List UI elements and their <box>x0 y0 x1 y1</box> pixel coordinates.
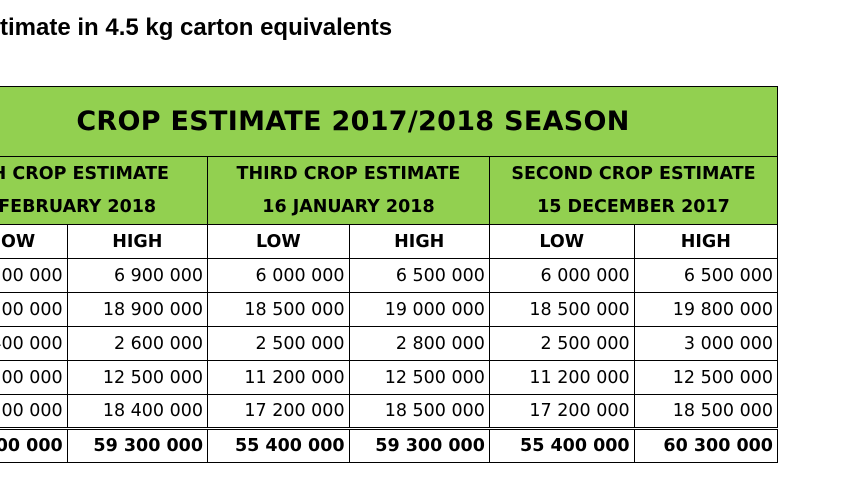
group-header-date: 5 FEBRUARY 2018 <box>0 196 157 217</box>
table-cell: 17 200 000 <box>488 394 635 429</box>
table-cell: 200 000 <box>0 394 68 429</box>
crop-estimate-table: CROP ESTIMATE 2017/2018 SEASON RTH CROP … <box>0 86 779 463</box>
table-cell: 200 000 <box>0 360 68 395</box>
table-cell: 400 000 <box>0 326 68 361</box>
total-cell: 60 300 000 <box>633 427 779 463</box>
table-cell: 18 900 000 <box>66 292 209 327</box>
total-cell: 59 300 000 <box>66 427 209 463</box>
table-row: 700 000 18 900 000 18 500 000 19 000 000… <box>0 292 779 327</box>
table-row: 400 000 2 600 000 2 500 000 2 800 000 2 … <box>0 326 779 361</box>
group-header-second: SECOND CROP ESTIMATE 15 DECEMBER 2017 <box>488 156 779 225</box>
total-cell: 55 400 000 <box>488 427 635 463</box>
table-cell: 18 500 000 <box>488 292 635 327</box>
group-header-third: THIRD CROP ESTIMATE 16 JANUARY 2018 <box>207 156 490 225</box>
group-header-date: 16 JANUARY 2018 <box>262 196 435 217</box>
table-cell: 2 800 000 <box>348 326 490 361</box>
table-cell: 17 200 000 <box>207 394 350 429</box>
total-cell: 59 300 000 <box>348 427 490 463</box>
table-cell: 18 500 000 <box>207 292 350 327</box>
group-header-date: 15 DECEMBER 2017 <box>537 196 730 217</box>
table-cell: 11 200 000 <box>207 360 350 395</box>
table-cell: 6 000 000 <box>207 258 350 293</box>
table-cell: 6 500 000 <box>348 258 490 293</box>
table-row: 200 000 18 400 000 17 200 000 18 500 000… <box>0 394 779 429</box>
table-title: CROP ESTIMATE 2017/2018 SEASON <box>0 86 778 157</box>
total-row: 200 000 59 300 000 55 400 000 59 300 000… <box>0 427 779 463</box>
table-cell: 2 500 000 <box>488 326 635 361</box>
table-cell: 700 000 <box>0 292 68 327</box>
table-row: 200 000 12 500 000 11 200 000 12 500 000… <box>0 360 779 395</box>
group-header-line: RTH CROP ESTIMATE <box>0 163 169 184</box>
table-cell: 19 000 000 <box>348 292 490 327</box>
group-header-line: THIRD CROP ESTIMATE <box>236 163 461 184</box>
column-header: OW <box>0 224 68 259</box>
column-header: HIGH <box>348 224 490 259</box>
table-cell: 12 500 000 <box>633 360 779 395</box>
estimate-group-row: RTH CROP ESTIMATE 5 FEBRUARY 2018 THIRD … <box>0 156 779 225</box>
low-high-header-row: OW HIGH LOW HIGH LOW HIGH <box>0 224 779 259</box>
group-header-line: SECOND CROP ESTIMATE <box>511 163 756 184</box>
column-header: LOW <box>488 224 635 259</box>
column-header: HIGH <box>66 224 209 259</box>
total-cell: 200 000 <box>0 427 68 463</box>
column-header: HIGH <box>633 224 779 259</box>
table-cell: 12 500 000 <box>348 360 490 395</box>
table-cell: 2 500 000 <box>207 326 350 361</box>
column-header: LOW <box>207 224 350 259</box>
table-cell: 18 500 000 <box>348 394 490 429</box>
table-cell: 18 500 000 <box>633 394 779 429</box>
total-cell: 55 400 000 <box>207 427 350 463</box>
table-cell: 2 600 000 <box>66 326 209 361</box>
table-cell: 6 900 000 <box>66 258 209 293</box>
table-cell: 6 500 000 <box>633 258 779 293</box>
table-row: 700 000 6 900 000 6 000 000 6 500 000 6 … <box>0 258 779 293</box>
document-heading: timate in 4.5 kg carton equivalents <box>0 14 393 41</box>
table-cell: 11 200 000 <box>488 360 635 395</box>
table-cell: 12 500 000 <box>66 360 209 395</box>
table-title-row: CROP ESTIMATE 2017/2018 SEASON <box>0 86 778 157</box>
table-cell: 19 800 000 <box>633 292 779 327</box>
table-cell: 18 400 000 <box>66 394 209 429</box>
group-header-fourth: RTH CROP ESTIMATE 5 FEBRUARY 2018 <box>0 156 209 225</box>
table-cell: 700 000 <box>0 258 68 293</box>
table-cell: 3 000 000 <box>633 326 779 361</box>
table-cell: 6 000 000 <box>488 258 635 293</box>
